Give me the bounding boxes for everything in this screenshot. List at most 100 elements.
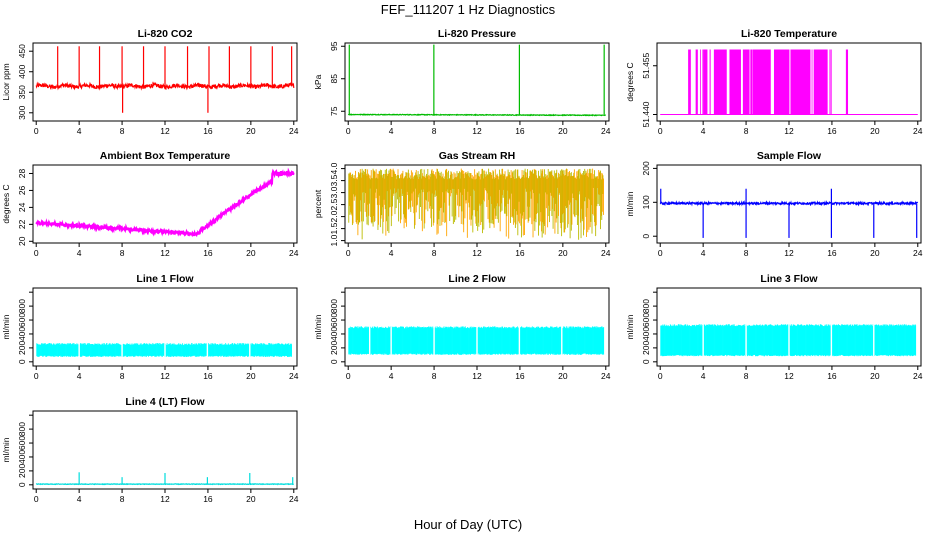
x-tick-label: 16 (203, 126, 213, 136)
x-tick-label: 12 (160, 371, 170, 381)
y-tick-label: 800 (641, 299, 651, 313)
chart-co2: Li-820 CO2 Licor ppm 0 4 8 12 16 20 24 300 350 400 4… (1, 28, 299, 136)
x-tick-label: 16 (203, 371, 213, 381)
panel-line2-flow: Line 2 Flow ml/min 0 4 8 12 16 20 24 0 200 400 600 80… (312, 270, 616, 394)
x-tick-label: 24 (289, 494, 299, 504)
x-tick-label: 24 (913, 248, 923, 258)
chart-title: Li-820 Pressure (438, 28, 516, 40)
y-tick-label: 600 (17, 436, 27, 450)
x-tick-label: 12 (472, 371, 482, 381)
y-tick-label: 22 (17, 219, 27, 229)
x-tick-label: 12 (784, 248, 794, 258)
y-tick-label: 75 (329, 106, 339, 116)
x-tick-label: 24 (601, 126, 611, 136)
x-tick-label: 16 (827, 126, 837, 136)
x-tick-label: 0 (346, 371, 351, 381)
chart-title: Ambient Box Temperature (100, 150, 231, 162)
y-tick-label: 95 (329, 41, 339, 51)
panel-licor-temp: Li-820 Temperature degrees C 0 4 8 12 16 20 24 51… (624, 25, 928, 149)
y-tick-label: 24 (17, 202, 27, 212)
y-axis-label: ml/min (1, 437, 11, 462)
y-tick-label: 800 (329, 299, 339, 313)
y-tick-label: 4.0 (329, 162, 339, 174)
y-tick-label: 3.5 (329, 174, 339, 186)
chart-gas-rh: Gas Stream RH percent 0 4 8 12 16 20 24 1.01.52.0… (313, 150, 611, 258)
chart-line2-flow: Line 2 Flow ml/min 0 4 8 12 16 20 24 0 20040060080… (313, 273, 611, 381)
y-tick-label: 400 (17, 450, 27, 464)
y-tick-label: 85 (329, 74, 339, 84)
chart-line4-flow: Line 4 (LT) Flow ml/min 0 4 8 12 16 20 24 0 200400… (1, 396, 299, 504)
x-tick-label: 12 (160, 126, 170, 136)
x-tick-label: 20 (870, 126, 880, 136)
x-tick-label: 12 (784, 126, 794, 136)
chart-line1-flow: Line 1 Flow ml/min 0 4 8 12 16 20 24 0 20040060080… (1, 273, 299, 381)
series-block (752, 49, 771, 115)
series-marks (35, 472, 294, 486)
panel-line4-flow: Line 4 (LT) Flow ml/min 0 4 8 12 16 20 24 0 200 400… (0, 393, 304, 517)
y-axis-label: degrees C (1, 184, 11, 223)
x-tick-label: 4 (77, 371, 82, 381)
x-tick-label: 20 (246, 248, 256, 258)
x-tick-label: 12 (784, 371, 794, 381)
x-tick-label: 16 (203, 248, 213, 258)
x-tick-label: 16 (827, 248, 837, 258)
y-tick-label: 600 (329, 313, 339, 327)
x-tick-label: 4 (77, 248, 82, 258)
x-tick-label: 16 (515, 371, 525, 381)
x-tick-label: 8 (120, 371, 125, 381)
x-tick-label: 8 (432, 126, 437, 136)
y-tick-label: 1.0 (329, 234, 339, 246)
y-tick-label: 2.5 (329, 198, 339, 210)
chart-line3-flow: Line 3 Flow ml/min 0 4 8 12 16 20 24 0 20040060080… (625, 273, 923, 381)
series-marks (348, 326, 605, 355)
y-tick-label: 100 (641, 195, 651, 209)
y-tick-label: 300 (17, 105, 27, 119)
x-tick-label: 24 (601, 371, 611, 381)
x-tick-label: 20 (870, 371, 880, 381)
series-marks (660, 324, 917, 357)
x-tick-label: 4 (77, 126, 82, 136)
x-tick-label: 12 (160, 494, 170, 504)
x-tick-label: 24 (289, 126, 299, 136)
y-axis-label: percent (313, 189, 323, 218)
y-tick-label: 0 (17, 482, 27, 487)
x-tick-label: 20 (870, 248, 880, 258)
x-tick-label: 0 (346, 126, 351, 136)
panel-line3-flow: Line 3 Flow ml/min 0 4 8 12 16 20 24 0 200 400 600 80… (624, 270, 928, 394)
y-axis-label: ml/min (625, 191, 635, 216)
page-x-axis-label: Hour of Day (UTC) (413, 517, 523, 532)
x-tick-label: 24 (913, 126, 923, 136)
y-tick-label: 350 (17, 85, 27, 99)
y-tick-label: 28 (17, 168, 27, 178)
y-tick-label: 200 (329, 341, 339, 355)
page-title: FEF_111207 1 Hz Diagnostics (380, 2, 556, 17)
chart-title: Line 1 Flow (136, 273, 194, 285)
chart-title: Gas Stream RH (439, 150, 515, 162)
x-tick-label: 24 (289, 371, 299, 381)
x-tick-label: 16 (515, 126, 525, 136)
panel-ambient-temp: Ambient Box Temperature degrees C 0 4 8 12 16 2… (0, 147, 304, 271)
series-block (729, 49, 741, 115)
y-tick-label: 51.455 (641, 52, 651, 78)
series-marks (36, 343, 294, 357)
x-tick-label: 4 (77, 494, 82, 504)
x-tick-label: 16 (515, 248, 525, 258)
panel-sample-flow: Sample Flow ml/min 0 4 8 12 16 20 24 0 100 200 (624, 147, 928, 271)
y-axis-label: ml/min (625, 314, 635, 339)
x-tick-label: 4 (701, 248, 706, 258)
y-tick-label: 800 (17, 299, 27, 313)
x-tick-label: 12 (472, 126, 482, 136)
x-tick-label: 24 (913, 371, 923, 381)
y-tick-label: 200 (17, 464, 27, 478)
y-tick-label: 2.0 (329, 210, 339, 222)
y-tick-label: 200 (641, 341, 651, 355)
series-marks (35, 167, 295, 238)
x-tick-label: 16 (827, 371, 837, 381)
x-tick-label: 4 (389, 248, 394, 258)
x-tick-label: 24 (289, 248, 299, 258)
series-block (709, 49, 711, 115)
x-tick-label: 8 (744, 126, 749, 136)
x-tick-label: 20 (558, 371, 568, 381)
x-tick-label: 8 (432, 371, 437, 381)
y-tick-label: 0 (641, 359, 651, 364)
